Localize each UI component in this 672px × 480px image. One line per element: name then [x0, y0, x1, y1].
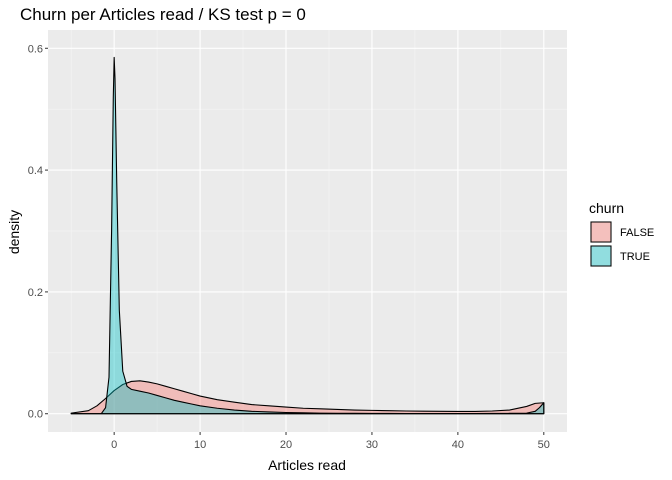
plot-panel	[48, 30, 567, 432]
density-area-false	[70, 380, 545, 415]
x-tick-label: 40	[452, 439, 464, 451]
legend-label-true: TRUE	[620, 251, 650, 263]
legend-title: churn	[589, 200, 624, 216]
x-tick-label: 20	[280, 439, 292, 451]
x-axis: 0 10 20 30 40 50	[111, 432, 550, 451]
y-tick-label: 0.2	[28, 287, 43, 299]
y-tick-label: 0.0	[28, 409, 43, 421]
legend-swatch-false	[590, 221, 612, 243]
x-tick-label: 0	[111, 439, 117, 451]
y-tick-label: 0.6	[28, 43, 43, 55]
x-tick-label: 10	[194, 439, 206, 451]
legend-label-false: FALSE	[620, 227, 654, 239]
density-area-true	[70, 56, 545, 415]
legend-swatch-true	[590, 245, 612, 267]
chart-title: Churn per Articles read / KS test p = 0	[20, 5, 306, 24]
y-axis-title: density	[6, 210, 22, 254]
legend: churn FALSE TRUE	[589, 200, 654, 267]
legend-key-background	[590, 245, 612, 267]
x-tick-label: 50	[538, 439, 550, 451]
x-axis-title: Articles read	[268, 457, 346, 473]
legend-key-background	[590, 221, 612, 243]
x-tick-label: 30	[366, 439, 378, 451]
y-axis: 0.0 0.2 0.4 0.6	[28, 43, 48, 421]
y-tick-label: 0.4	[28, 165, 43, 177]
